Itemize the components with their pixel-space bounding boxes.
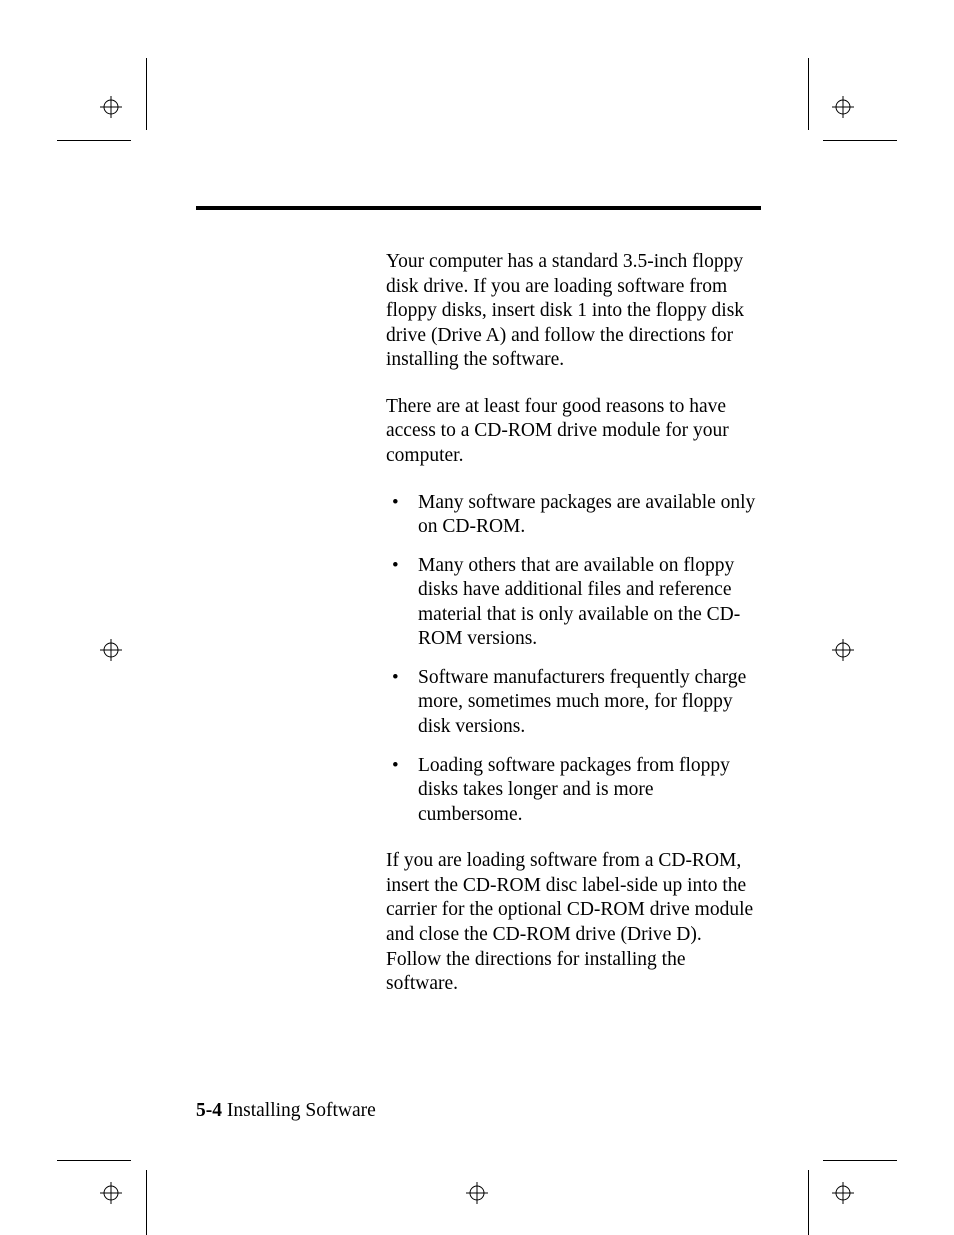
registration-mark-icon: [832, 639, 854, 661]
crop-line: [146, 1170, 147, 1235]
registration-mark-icon: [100, 96, 122, 118]
page: Your computer has a standard 3.5-inch fl…: [0, 0, 954, 1235]
crop-line: [823, 140, 897, 141]
crop-line: [57, 140, 131, 141]
registration-mark-icon: [832, 1182, 854, 1204]
registration-mark-icon: [100, 1182, 122, 1204]
footer-section-title: Installing Software: [227, 1100, 376, 1121]
registration-mark-icon: [100, 639, 122, 661]
bullet-list: Many software packages are available onl…: [386, 491, 758, 828]
crop-line: [808, 1170, 809, 1235]
registration-mark-icon: [466, 1182, 488, 1204]
page-footer: 5-4 Installing Software: [196, 1100, 376, 1122]
page-number: 5-4: [196, 1100, 227, 1121]
paragraph: If you are loading software from a CD-RO…: [386, 849, 758, 996]
horizontal-rule: [196, 206, 761, 210]
list-item: Many software packages are available onl…: [414, 491, 758, 540]
crop-line: [146, 58, 147, 130]
body-text-column: Your computer has a standard 3.5-inch fl…: [386, 250, 758, 997]
list-item: Many others that are available on floppy…: [414, 554, 758, 652]
crop-line: [57, 1160, 131, 1161]
crop-line: [808, 58, 809, 130]
crop-line: [823, 1160, 897, 1161]
registration-mark-icon: [832, 96, 854, 118]
paragraph: Your computer has a standard 3.5-inch fl…: [386, 250, 758, 373]
content-frame: Your computer has a standard 3.5-inch fl…: [196, 206, 761, 1019]
paragraph: There are at least four good reasons to …: [386, 395, 758, 469]
list-item: Software manufacturers frequently charge…: [414, 666, 758, 740]
list-item: Loading software packages from floppy di…: [414, 754, 758, 828]
